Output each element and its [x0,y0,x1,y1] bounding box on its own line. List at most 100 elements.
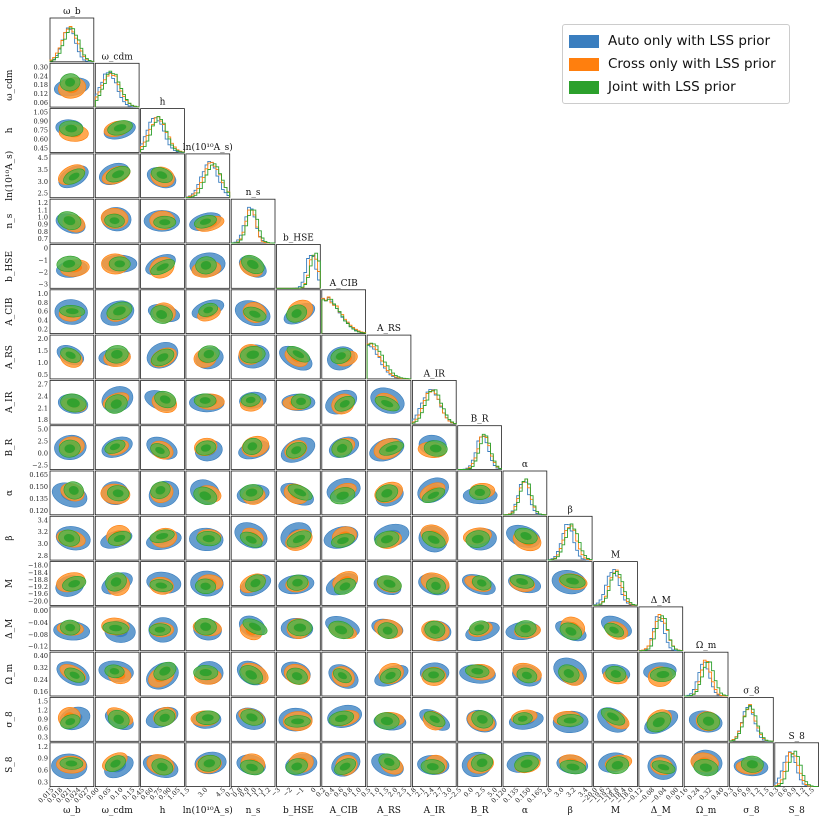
hist-8-series-1 [411,389,457,425]
diag-title-10: α [522,460,528,470]
panel-14-14 [683,651,729,697]
xlabel-12: M [611,806,620,816]
ylabel-8: A_IR [5,391,15,414]
contour-inner-15-8-series-2 [429,715,440,723]
diag-title-16: S_8 [788,732,805,742]
ytick-13-0: 0.00 [34,607,48,615]
ylabel-1: ω_cdm [5,69,15,101]
contour-inner-13-0-series-2 [65,623,76,632]
contour-inner-6-4-series-2 [249,310,261,318]
contour-inner-15-10-series-2 [517,715,528,722]
ytick-9-0: 5.0 [38,426,48,434]
ytick-13-3: −0.12 [28,643,48,651]
contour-inner-10-0-series-2 [68,486,79,495]
contour-inner-11-2-series-2 [155,533,169,540]
xtick-5-0: −3 [269,786,281,798]
xlabel-10: α [522,806,528,816]
hist-11-series-2 [547,523,593,561]
contour-inner-15-1-series-2 [113,714,124,724]
contour-inner-10-6-series-2 [336,491,349,500]
ytick-3-3: 2.5 [38,190,48,198]
contour-inner-9-6-series-2 [336,443,348,453]
xlabel-2: h [160,806,166,816]
ytick-2-2: 0.75 [34,127,48,135]
diag-title-4: n_s [246,188,261,198]
contour-inner-15-7-series-2 [380,716,394,726]
ylabel-9: B_R [5,438,15,456]
contour-inner-11-6-series-2 [337,537,349,545]
contour-inner-7-4-series-2 [246,350,260,359]
hist-15-series-2 [729,705,774,742]
contour-inner-8-6-series-2 [339,400,350,408]
contour-inner-13-7-series-2 [382,626,393,635]
contour-inner-9-1-series-2 [109,443,121,451]
contour-inner-6-2-series-2 [156,310,168,320]
panel-8-8 [411,379,457,425]
xlabel-15: σ_8 [743,806,760,816]
ytick-6-3: 0.4 [38,317,48,325]
ytick-8-2: 2.1 [38,404,48,412]
ylabel-10: α [5,490,15,496]
ytick-5-1: −1 [38,256,48,264]
contour-inner-15-5-series-2 [291,718,304,725]
diag-title-7: A_RS [376,324,401,334]
contour-inner-9-3-series-2 [200,444,211,452]
ytick-2-3: 0.60 [34,135,48,143]
panel-9-2 [140,425,185,470]
contour-inner-13-6-series-2 [334,625,348,635]
ytick-10-1: 0.150 [29,483,48,491]
ylabel-6: A_CIB [5,297,15,326]
contour-inner-10-4-series-2 [245,488,258,497]
contour-inner-16-9-series-2 [476,758,488,768]
ytick-15-2: 0.9 [38,715,48,723]
contour-inner-13-2-series-2 [154,626,166,633]
hist-13-series-2 [638,615,684,652]
contour-inner-11-9-series-2 [471,534,484,544]
contour-inner-12-2-series-2 [155,582,167,589]
ytick-16-0: 1.2 [38,743,48,751]
ytick-5-0: 0 [44,245,48,253]
ytick-11-1: 3.2 [38,528,48,536]
hist-6-series-2 [321,298,367,334]
legend-label-auto: Auto only with LSS prior [608,33,771,49]
contour-inner-7-0-series-2 [65,351,76,359]
contour-inner-14-8-series-2 [428,671,440,679]
ytick-5-3: −3 [38,280,48,288]
ytick-7-2: 1.0 [38,359,48,367]
ytick-14-3: 0.16 [34,688,48,696]
contour-inner-12-10-series-2 [516,578,529,585]
xlabel-14: Ω_m [696,806,717,816]
ytick-12-5: −20.0 [28,597,48,605]
ytick-13-1: −0.04 [28,619,48,627]
contour-inner-1-0-series-2 [65,77,76,87]
contour-inner-5-0-series-2 [62,259,76,268]
ytick-14-2: 0.24 [34,676,48,684]
contour-inner-16-8-series-2 [426,763,439,771]
ytick-12-3: −19.2 [28,583,48,591]
legend-label-cross: Cross only with LSS prior [608,56,776,72]
xtick-3-0: 1.5 [178,786,191,799]
contour-inner-14-4-series-2 [245,670,257,680]
ytick-12-0: −18.0 [28,562,48,570]
ylabel-3: ln(10¹⁰A_s) [4,151,15,201]
contour-inner-14-6-series-2 [337,672,347,680]
ytick-1-3: 0.12 [34,90,48,98]
ytick-5-2: −2 [38,268,48,276]
ytick-16-1: 0.9 [38,755,48,763]
contour-inner-16-12-series-2 [611,761,624,770]
contour-inner-14-1-series-2 [109,668,120,675]
contour-inner-8-0-series-2 [66,398,80,408]
contour-inner-11-3-series-2 [202,534,215,543]
ytick-3-0: 4.5 [38,154,48,162]
ytick-4-4: 0.8 [38,228,48,236]
ylabel-14: Ω_m [5,663,15,684]
ytick-9-1: 2.5 [38,438,48,446]
panel-13-13 [638,606,684,652]
hist-10-series-2 [503,478,547,516]
xtick-9-1: 0.0 [462,786,475,799]
contour-inner-8-1-series-2 [110,399,122,409]
ytick-4-0: 1.2 [38,199,48,207]
contour-inner-13-4-series-2 [248,622,262,631]
ylabel-13: Δ_M [5,619,15,639]
contour-inner-16-2-series-2 [157,762,168,771]
